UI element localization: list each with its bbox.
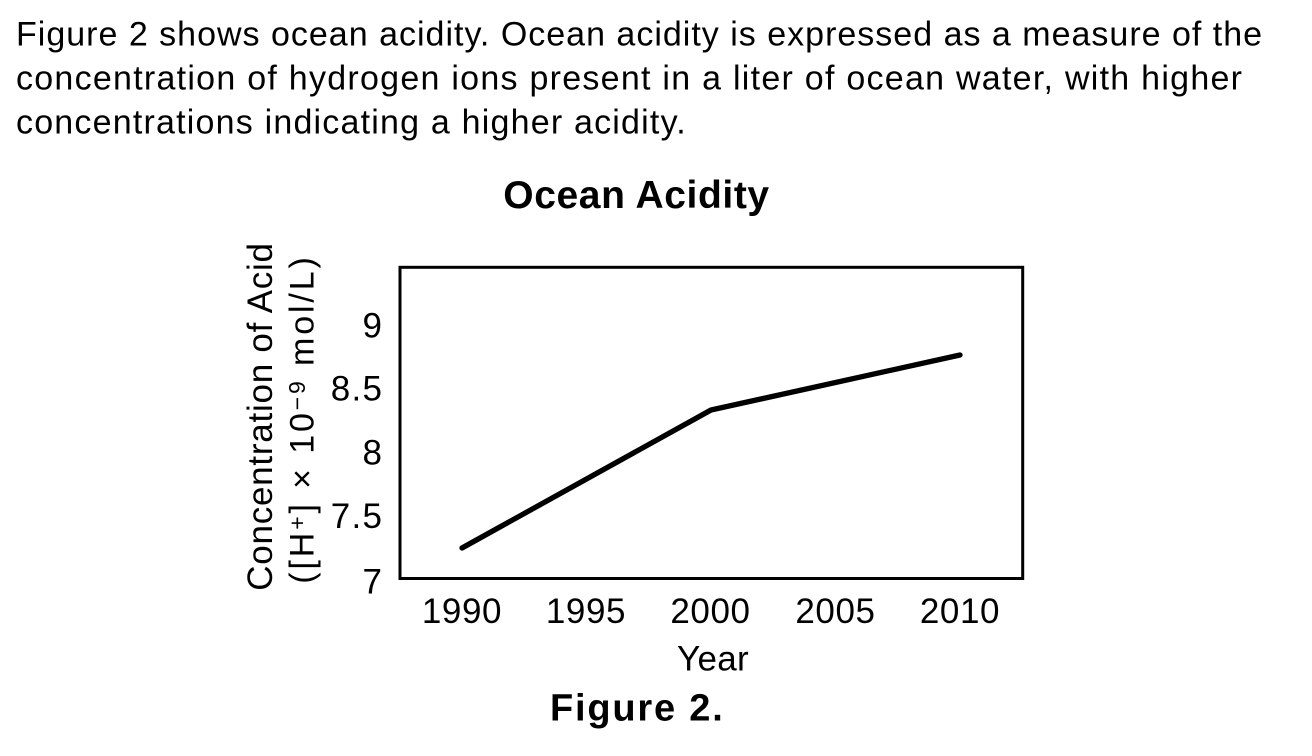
svg-text:Figure 2.: Figure 2. — [550, 687, 725, 729]
svg-text:([H+] × 10−9 mol/L): ([H+] × 10−9 mol/L) — [284, 254, 322, 583]
svg-text:Year: Year — [677, 639, 749, 678]
svg-text:7.5: 7.5 — [331, 497, 384, 536]
svg-text:Concentration of Acid: Concentration of Acid — [241, 242, 280, 590]
svg-text:8.5: 8.5 — [331, 370, 384, 409]
svg-text:Ocean Acidity: Ocean Acidity — [503, 174, 769, 217]
svg-text:concentration of hydrogen ions: concentration of hydrogen ions present i… — [16, 60, 1243, 98]
svg-text:9: 9 — [363, 306, 384, 345]
svg-text:1995: 1995 — [546, 592, 626, 631]
svg-text:8: 8 — [363, 433, 384, 472]
svg-text:7: 7 — [363, 563, 384, 602]
svg-text:concentrations indicating a hi: concentrations indicating a higher acidi… — [16, 103, 687, 141]
svg-text:1990: 1990 — [422, 592, 502, 631]
svg-text:2005: 2005 — [795, 592, 875, 631]
svg-text:2010: 2010 — [920, 592, 1000, 631]
svg-text:Figure 2 shows ocean acidity.: Figure 2 shows ocean acidity. Ocean acid… — [16, 16, 1263, 54]
svg-text:2000: 2000 — [670, 592, 750, 631]
